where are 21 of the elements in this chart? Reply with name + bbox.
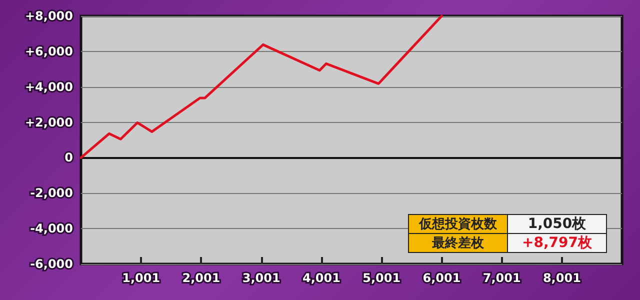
y-tick-label: +6,000 xyxy=(24,44,73,58)
annotation: 仮想投資枚数 xyxy=(408,214,508,234)
y-tick-label: 0 xyxy=(64,150,73,165)
x-tick-label: 3,001 xyxy=(242,271,280,285)
annotation: 最終差枚 xyxy=(408,234,508,252)
y-tick-label: -2,000 xyxy=(30,186,73,200)
y-tick-label: +8,000 xyxy=(24,9,73,23)
x-tick-label: 4,001 xyxy=(302,271,340,285)
x-tick-label: 7,001 xyxy=(482,271,521,285)
annotation: 1,050枚 xyxy=(508,214,606,234)
y-tick-label: +2,000 xyxy=(24,115,73,130)
y-tick-label: -4,000 xyxy=(30,222,73,236)
x-tick-label: 5,001 xyxy=(362,271,401,285)
x-tick-label: 1,001 xyxy=(122,271,160,285)
x-tick-label: 2,001 xyxy=(182,271,220,285)
x-tick-label: 6,001 xyxy=(422,271,461,285)
y-tick-label: -6,000 xyxy=(30,257,73,271)
annotation: +8,797枚 xyxy=(508,234,606,252)
y-tick-label: +4,000 xyxy=(24,80,73,94)
x-tick-label: 8,001 xyxy=(542,271,581,285)
line-series xyxy=(80,14,443,159)
